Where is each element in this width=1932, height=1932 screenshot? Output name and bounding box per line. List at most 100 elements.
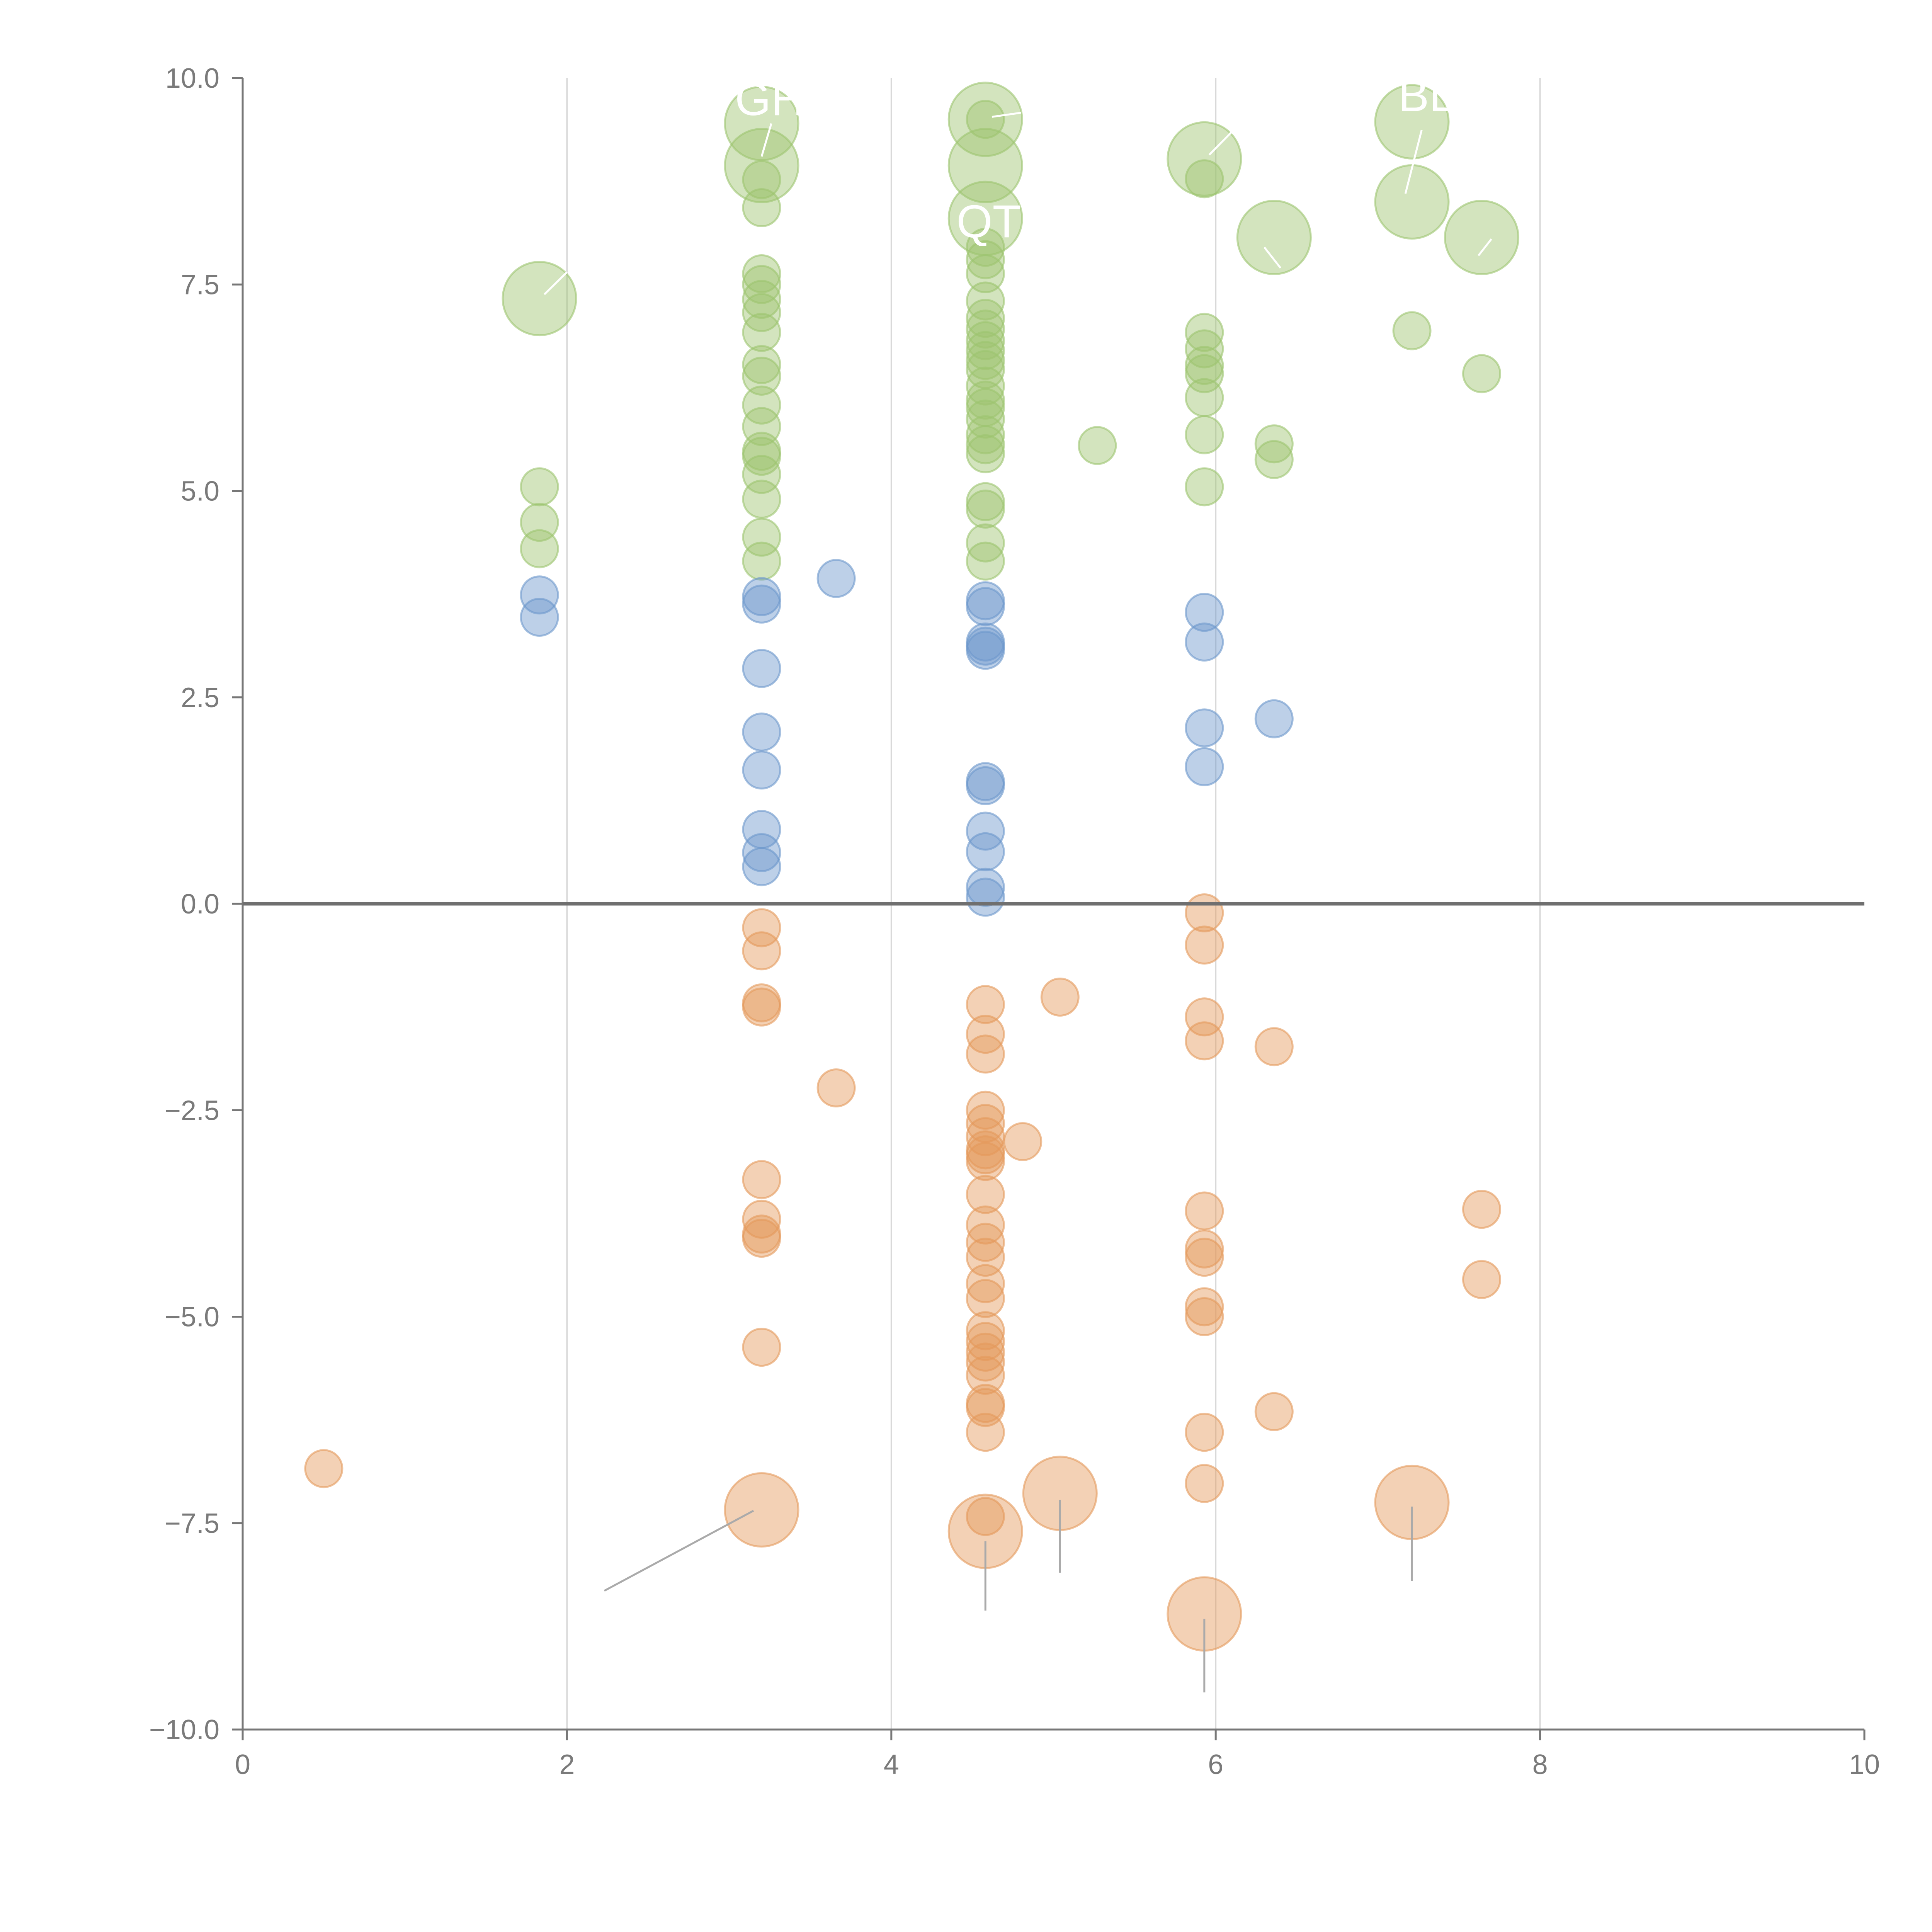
label-leader-line xyxy=(1208,131,1233,156)
orange-bubble xyxy=(966,1311,1005,1350)
green-bubble xyxy=(1185,415,1224,454)
orange-bubble xyxy=(966,1413,1005,1452)
green-bubble xyxy=(742,313,781,352)
blue-bubble xyxy=(742,847,781,886)
x-tick-label: 10 xyxy=(1849,1749,1880,1780)
label-leader-line xyxy=(543,271,568,295)
orange-bubble xyxy=(1185,1464,1224,1503)
green-bubble xyxy=(966,366,1005,406)
green-bubble xyxy=(1254,424,1294,464)
green-bubble xyxy=(966,240,1005,279)
green-bubble xyxy=(742,541,781,581)
orange-bubble xyxy=(966,1497,1005,1536)
orange-bubble xyxy=(742,931,781,971)
orange-bubble xyxy=(1254,1027,1294,1066)
green-bubble xyxy=(966,321,1005,361)
label-leader-line xyxy=(992,112,1021,118)
orange-bubble xyxy=(1185,1229,1224,1269)
green-bubble xyxy=(947,82,1023,157)
orange-bubble xyxy=(966,1223,1005,1262)
green-bubble xyxy=(742,517,781,557)
orange-bubble xyxy=(1185,1238,1224,1277)
green-bubble xyxy=(1374,164,1450,240)
blue-bubble xyxy=(742,584,781,624)
x-tick-label: 2 xyxy=(559,1749,575,1780)
green-bubble xyxy=(742,480,781,519)
y-tick-label: 0.0 xyxy=(181,889,219,920)
orange-bubble xyxy=(966,1015,1005,1054)
bubble-label: GH xyxy=(735,73,804,125)
blue-bubble xyxy=(1254,699,1294,738)
blue-bubble xyxy=(742,750,781,790)
orange-bubble xyxy=(1254,1392,1294,1431)
blue-bubble xyxy=(520,597,559,637)
orange-bubble xyxy=(1462,1190,1502,1229)
green-bubble xyxy=(947,128,1023,204)
orange-bubble xyxy=(1185,1297,1224,1336)
y-tick-label: 7.5 xyxy=(181,269,219,300)
orange-bubble xyxy=(816,1068,856,1108)
x-tick-label: 0 xyxy=(235,1749,250,1780)
orange-bubble xyxy=(1185,925,1224,965)
green-bubble xyxy=(1185,346,1224,385)
bubble-label: BL xyxy=(1398,69,1455,121)
green-bubble xyxy=(1185,467,1224,507)
blue-bubble xyxy=(966,811,1005,851)
label-leader-line xyxy=(1404,130,1423,194)
green-bubble xyxy=(966,281,1005,321)
green-bubble xyxy=(966,425,1005,464)
green-bubble xyxy=(966,299,1005,338)
orange-bubble xyxy=(1185,1021,1224,1061)
orange-bubble xyxy=(966,1205,1005,1245)
green-bubble xyxy=(1462,354,1502,393)
green-bubble xyxy=(520,529,559,568)
blue-bubble xyxy=(966,832,1005,871)
orange-bubble xyxy=(742,1328,781,1367)
green-bubble xyxy=(742,280,781,319)
green-bubble xyxy=(724,128,799,204)
green-bubble xyxy=(742,188,781,228)
label-leader-line xyxy=(1264,247,1282,269)
green-bubble xyxy=(1236,199,1312,275)
orange-bubble xyxy=(1185,1191,1224,1231)
blue-bubble xyxy=(966,631,1005,670)
green-bubble xyxy=(520,467,559,507)
label-leader-line xyxy=(760,123,772,157)
green-bubble xyxy=(1444,199,1520,275)
bubble-label: QT xyxy=(956,196,1021,247)
orange-bubble xyxy=(966,1332,1005,1372)
orange-bubble xyxy=(1462,1260,1502,1299)
x-tick-label: 8 xyxy=(1532,1749,1548,1780)
orange-bubble xyxy=(966,1142,1005,1181)
green-bubble xyxy=(742,356,781,396)
orange-bubble xyxy=(742,1218,781,1258)
orange-bubble xyxy=(1185,1413,1224,1452)
y-tick-label: 5.0 xyxy=(181,476,219,507)
y-tick-label: −5.0 xyxy=(165,1302,219,1333)
green-bubble xyxy=(1185,159,1224,199)
green-bubble xyxy=(742,345,781,384)
orange-bubble xyxy=(1040,977,1080,1017)
y-tick-label: 2.5 xyxy=(181,682,219,713)
green-bubble xyxy=(1185,378,1224,417)
orange-bubble xyxy=(1185,997,1224,1037)
orange-bubble xyxy=(1003,1122,1043,1161)
green-bubble xyxy=(1185,354,1224,393)
blue-bubble xyxy=(1185,622,1224,662)
green-bubble xyxy=(1254,440,1294,479)
orange-bubble xyxy=(966,985,1005,1024)
orange-bubble xyxy=(742,1160,781,1199)
bubble-labels: GH QT BL xyxy=(735,69,1455,247)
green-bubble xyxy=(966,434,1005,473)
blue-bubble xyxy=(816,559,856,598)
green-bubble xyxy=(966,100,1005,139)
y-tick-label: 10.0 xyxy=(165,63,219,94)
green-bubble xyxy=(742,293,781,332)
green-bubble xyxy=(724,86,799,162)
orange-bubble xyxy=(966,1279,1005,1318)
orange-bubble xyxy=(1185,1287,1224,1327)
x-tick-label: 6 xyxy=(1208,1749,1223,1780)
blue-bubble xyxy=(1185,708,1224,748)
